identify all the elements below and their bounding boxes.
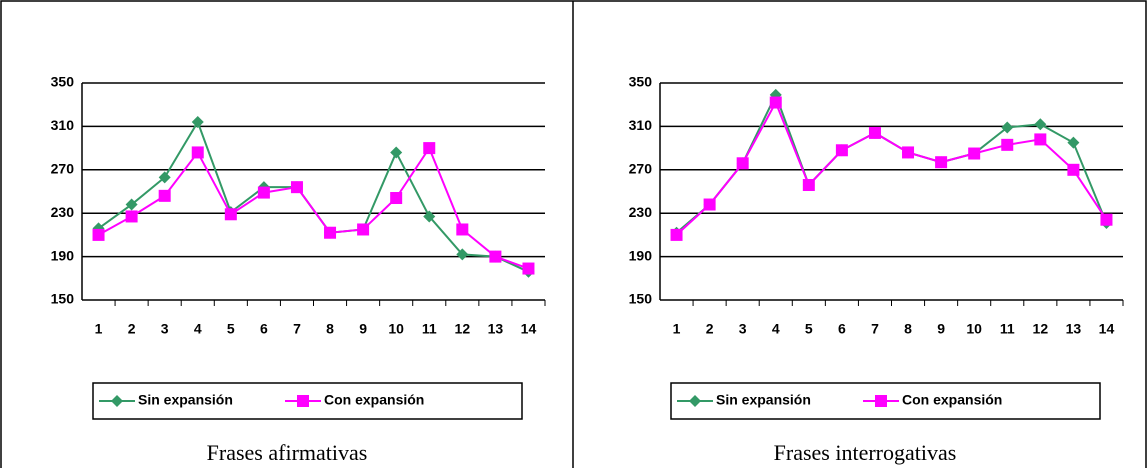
x-tick-label: 2: [128, 321, 136, 337]
x-tick-label: 11: [1000, 321, 1015, 337]
x-tick-label: 12: [1033, 321, 1049, 337]
y-tick-label: 270: [629, 161, 653, 177]
marker: [423, 142, 436, 155]
marker: [769, 96, 782, 109]
x-tick-label: 12: [455, 321, 471, 337]
marker: [1034, 133, 1047, 146]
marker: [191, 146, 204, 159]
legend-box: [92, 382, 523, 420]
marker: [522, 262, 535, 275]
series-line: [98, 145, 529, 270]
x-tick-label: 10: [966, 321, 982, 337]
marker: [835, 144, 848, 157]
marker: [1034, 118, 1047, 131]
marker: [125, 210, 138, 223]
marker: [158, 189, 171, 202]
y-tick-label: 350: [51, 74, 75, 90]
marker: [224, 208, 237, 221]
y-tick-label: 350: [629, 74, 653, 90]
x-tick-label: 2: [706, 321, 714, 337]
x-tick-label: 4: [772, 321, 780, 337]
marker: [297, 395, 309, 407]
x-tick-label: 14: [521, 321, 537, 337]
marker: [736, 157, 749, 170]
x-tick-label: 7: [871, 321, 879, 337]
marker: [902, 146, 915, 159]
marker: [875, 395, 887, 407]
y-tick-label: 230: [629, 204, 653, 220]
y-tick-label: 310: [629, 117, 653, 133]
marker: [935, 156, 948, 169]
marker: [191, 116, 204, 129]
marker: [92, 228, 105, 241]
x-tick-label: 8: [326, 321, 334, 337]
marker: [1100, 213, 1113, 226]
x-tick-label: 1: [673, 321, 681, 337]
marker: [489, 250, 502, 263]
x-tick-label: 7: [293, 321, 301, 337]
x-tick-label: 13: [488, 321, 504, 337]
legend-box: [670, 382, 1101, 420]
marker: [802, 178, 815, 191]
marker: [357, 223, 370, 236]
x-tick-label: 4: [194, 321, 202, 337]
y-tick-label: 310: [51, 117, 75, 133]
marker: [1067, 136, 1080, 149]
marker: [257, 186, 270, 199]
marker: [456, 248, 469, 261]
marker: [1001, 121, 1014, 134]
marker: [868, 126, 881, 139]
marker: [423, 210, 436, 223]
x-tick-label: 13: [1066, 321, 1082, 337]
x-tick-label: 14: [1099, 321, 1115, 337]
legend-label: Con expansión: [902, 392, 1002, 408]
marker: [158, 171, 171, 184]
x-tick-label: 9: [937, 321, 945, 337]
marker: [390, 192, 403, 205]
x-tick-label: 8: [904, 321, 912, 337]
x-tick-label: 1: [95, 321, 103, 337]
x-tick-label: 5: [227, 321, 235, 337]
marker: [390, 146, 403, 159]
marker: [456, 223, 469, 236]
x-tick-label: 6: [838, 321, 846, 337]
marker: [290, 181, 303, 194]
marker: [1001, 138, 1014, 151]
marker: [703, 198, 716, 211]
chart-title: Frases afirmativas: [207, 440, 368, 465]
y-tick-label: 190: [629, 247, 653, 263]
marker: [1067, 163, 1080, 176]
legend-label: Sin expansión: [138, 392, 233, 408]
marker: [968, 147, 981, 160]
y-tick-label: 230: [51, 204, 75, 220]
marker: [111, 395, 123, 407]
y-tick-label: 190: [51, 247, 75, 263]
x-tick-label: 11: [422, 321, 437, 337]
marker: [670, 228, 683, 241]
marker: [689, 395, 701, 407]
x-tick-label: 3: [739, 321, 747, 337]
marker: [324, 226, 337, 239]
marker: [125, 198, 138, 211]
y-tick-label: 150: [51, 291, 75, 307]
x-tick-label: 6: [260, 321, 268, 337]
chart-title: Frases interrogativas: [774, 440, 957, 465]
legend-label: Sin expansión: [716, 392, 811, 408]
x-tick-label: 5: [805, 321, 813, 337]
x-tick-label: 9: [359, 321, 367, 337]
legend-label: Con expansión: [324, 392, 424, 408]
x-tick-label: 3: [161, 321, 169, 337]
y-tick-label: 150: [629, 291, 653, 307]
y-tick-label: 270: [51, 161, 75, 177]
x-tick-label: 10: [388, 321, 404, 337]
